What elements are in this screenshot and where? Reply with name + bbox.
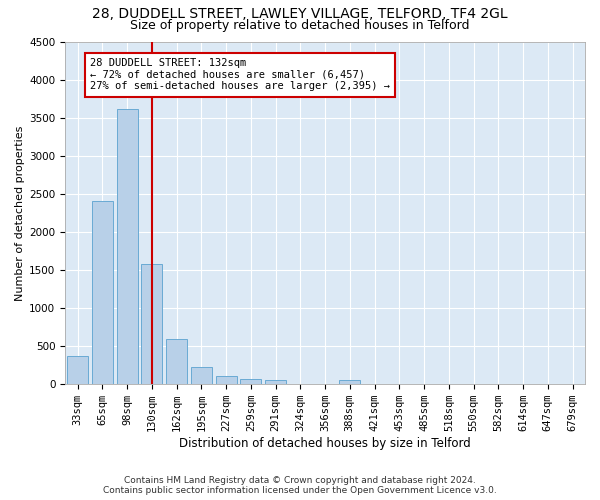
Bar [240,379,262,384]
X-axis label: Distribution of detached houses by size in Telford: Distribution of detached houses by size … [179,437,471,450]
Text: Contains HM Land Registry data © Crown copyright and database right 2024.
Contai: Contains HM Land Registry data © Crown c… [103,476,497,495]
Text: Size of property relative to detached houses in Telford: Size of property relative to detached ho… [130,18,470,32]
Y-axis label: Number of detached properties: Number of detached properties [15,125,25,300]
Bar [191,366,212,384]
Bar [265,380,286,384]
Bar [340,380,361,384]
Bar [166,338,187,384]
Text: 28 DUDDELL STREET: 132sqm
← 72% of detached houses are smaller (6,457)
27% of se: 28 DUDDELL STREET: 132sqm ← 72% of detac… [90,58,390,92]
Bar [215,376,236,384]
Bar [141,264,163,384]
Bar [67,356,88,384]
Bar [116,108,137,384]
Bar [92,202,113,384]
Text: 28, DUDDELL STREET, LAWLEY VILLAGE, TELFORD, TF4 2GL: 28, DUDDELL STREET, LAWLEY VILLAGE, TELF… [92,8,508,22]
